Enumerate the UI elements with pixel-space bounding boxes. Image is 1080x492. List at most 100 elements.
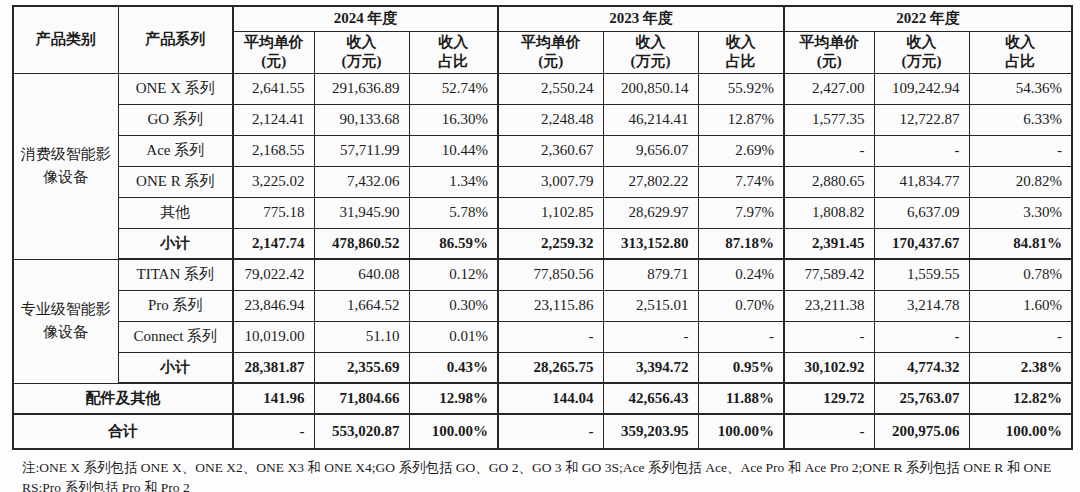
cell-value: 313,152.80: [603, 228, 698, 259]
cell-value: 7.97%: [698, 197, 784, 228]
cell-value: 0.95%: [698, 352, 784, 383]
metric-line: 收入: [879, 33, 965, 52]
header-revenue-share-2022: 收入 占比: [969, 31, 1072, 73]
cell-value: 0.70%: [698, 290, 784, 321]
cell-value: 54.36%: [969, 73, 1072, 104]
cell-value: 3,214.78: [874, 290, 969, 321]
cell-series: GO 系列: [118, 104, 233, 135]
cell-series: 小计: [118, 352, 233, 383]
cell-value: 0.01%: [409, 321, 498, 352]
cell-value: 77,589.42: [784, 259, 874, 290]
cell-value: -: [874, 321, 969, 352]
cell-series: 其他: [118, 197, 233, 228]
cell-value: 16.30%: [409, 104, 498, 135]
header-product-category: 产品类别: [13, 6, 118, 73]
cell-value: 12.98%: [409, 383, 498, 414]
cell-value: 0.30%: [409, 290, 498, 321]
cell-value: 6.33%: [969, 104, 1072, 135]
table-row: Pro 系列 23,846.94 1,664.52 0.30% 23,115.8…: [13, 290, 1072, 321]
cell-value: 2,147.74: [233, 228, 314, 259]
cell-value: 100.00%: [969, 414, 1072, 449]
metric-line: (万元): [879, 52, 965, 71]
cell-value: 57,711.99: [314, 135, 409, 166]
metric-line: 平均单价: [503, 33, 599, 52]
cell-value: 359,203.95: [603, 414, 698, 449]
cell-value: -: [498, 321, 603, 352]
header-product-series: 产品系列: [118, 6, 233, 73]
cell-value: 52.74%: [409, 73, 498, 104]
cell-value: 90,133.68: [314, 104, 409, 135]
cell-value: 27,802.22: [603, 166, 698, 197]
cell-value: 1,577.35: [784, 104, 874, 135]
metric-line: (万元): [608, 52, 694, 71]
cell-value: 87.18%: [698, 228, 784, 259]
cell-value: 23,115.86: [498, 290, 603, 321]
cell-value: -: [969, 135, 1072, 166]
header-year-2022: 2022 年度: [784, 6, 1072, 31]
cell-value: 42,656.43: [603, 383, 698, 414]
cell-value: 6,637.09: [874, 197, 969, 228]
cell-value: 200,850.14: [603, 73, 698, 104]
cell-value: 1,102.85: [498, 197, 603, 228]
cell-value: 109,242.94: [874, 73, 969, 104]
cell-value: 170,437.67: [874, 228, 969, 259]
cell-value: -: [498, 414, 603, 449]
header-avg-price-2024: 平均单价 (元): [233, 31, 314, 73]
cell-value: 12,722.87: [874, 104, 969, 135]
cell-value: 0.12%: [409, 259, 498, 290]
cell-value: 100.00%: [698, 414, 784, 449]
cell-value: -: [784, 414, 874, 449]
cell-value: 3,225.02: [233, 166, 314, 197]
cell-value: 2,360.67: [498, 135, 603, 166]
header-year-2023: 2023 年度: [498, 6, 784, 31]
cell-value: 46,214.41: [603, 104, 698, 135]
cell-value: 20.82%: [969, 166, 1072, 197]
cell-series: Connect 系列: [118, 321, 233, 352]
cell-value: 2,168.55: [233, 135, 314, 166]
metric-line: (万元): [319, 52, 405, 71]
cell-value: 7.74%: [698, 166, 784, 197]
table-row: 消费级智能影像设备 ONE X 系列 2,641.55 291,636.89 5…: [13, 73, 1072, 104]
cell-value: 86.59%: [409, 228, 498, 259]
header-revenue-2024: 收入 (万元): [314, 31, 409, 73]
cell-value: 79,022.42: [233, 259, 314, 290]
cell-value: 10,019.00: [233, 321, 314, 352]
cell-value: 2,427.00: [784, 73, 874, 104]
metric-line: 收入: [414, 33, 494, 52]
cell-series: ONE X 系列: [118, 73, 233, 104]
cell-value: -: [874, 135, 969, 166]
cell-value: 4,774.32: [874, 352, 969, 383]
cell-value: 23,211.38: [784, 290, 874, 321]
cell-category-professional: 专业级智能影像设备: [13, 259, 118, 383]
cell-value: -: [233, 414, 314, 449]
header-revenue-share-2023: 收入 占比: [698, 31, 784, 73]
cell-value: 2,515.01: [603, 290, 698, 321]
cell-value: 10.44%: [409, 135, 498, 166]
cell-label-accessories: 配件及其他: [13, 383, 233, 414]
cell-value: 1.60%: [969, 290, 1072, 321]
cell-value: 2,880.65: [784, 166, 874, 197]
cell-series: Ace 系列: [118, 135, 233, 166]
cell-value: 55.92%: [698, 73, 784, 104]
table-row: 专业级智能影像设备 TITAN 系列 79,022.42 640.08 0.12…: [13, 259, 1072, 290]
cell-value: 11.88%: [698, 383, 784, 414]
cell-value: 2,259.32: [498, 228, 603, 259]
cell-value: 71,804.66: [314, 383, 409, 414]
cell-value: 2,124.41: [233, 104, 314, 135]
cell-value: 2.38%: [969, 352, 1072, 383]
cell-value: 2,641.55: [233, 73, 314, 104]
metric-line: (元): [789, 52, 870, 71]
metric-line: 占比: [703, 52, 780, 71]
revenue-table: 产品类别 产品系列 2024 年度 2023 年度 2022 年度 平均单价 (…: [12, 5, 1073, 450]
metric-line: 收入: [974, 33, 1068, 52]
cell-value: 0.78%: [969, 259, 1072, 290]
table-row: GO 系列 2,124.41 90,133.68 16.30% 2,248.48…: [13, 104, 1072, 135]
header-avg-price-2023: 平均单价 (元): [498, 31, 603, 73]
cell-value: 3.30%: [969, 197, 1072, 228]
table-row: Ace 系列 2,168.55 57,711.99 10.44% 2,360.6…: [13, 135, 1072, 166]
cell-value: 129.72: [784, 383, 874, 414]
cell-series: Pro 系列: [118, 290, 233, 321]
cell-value: -: [698, 321, 784, 352]
cell-value: 100.00%: [409, 414, 498, 449]
metric-line: 平均单价: [789, 33, 870, 52]
